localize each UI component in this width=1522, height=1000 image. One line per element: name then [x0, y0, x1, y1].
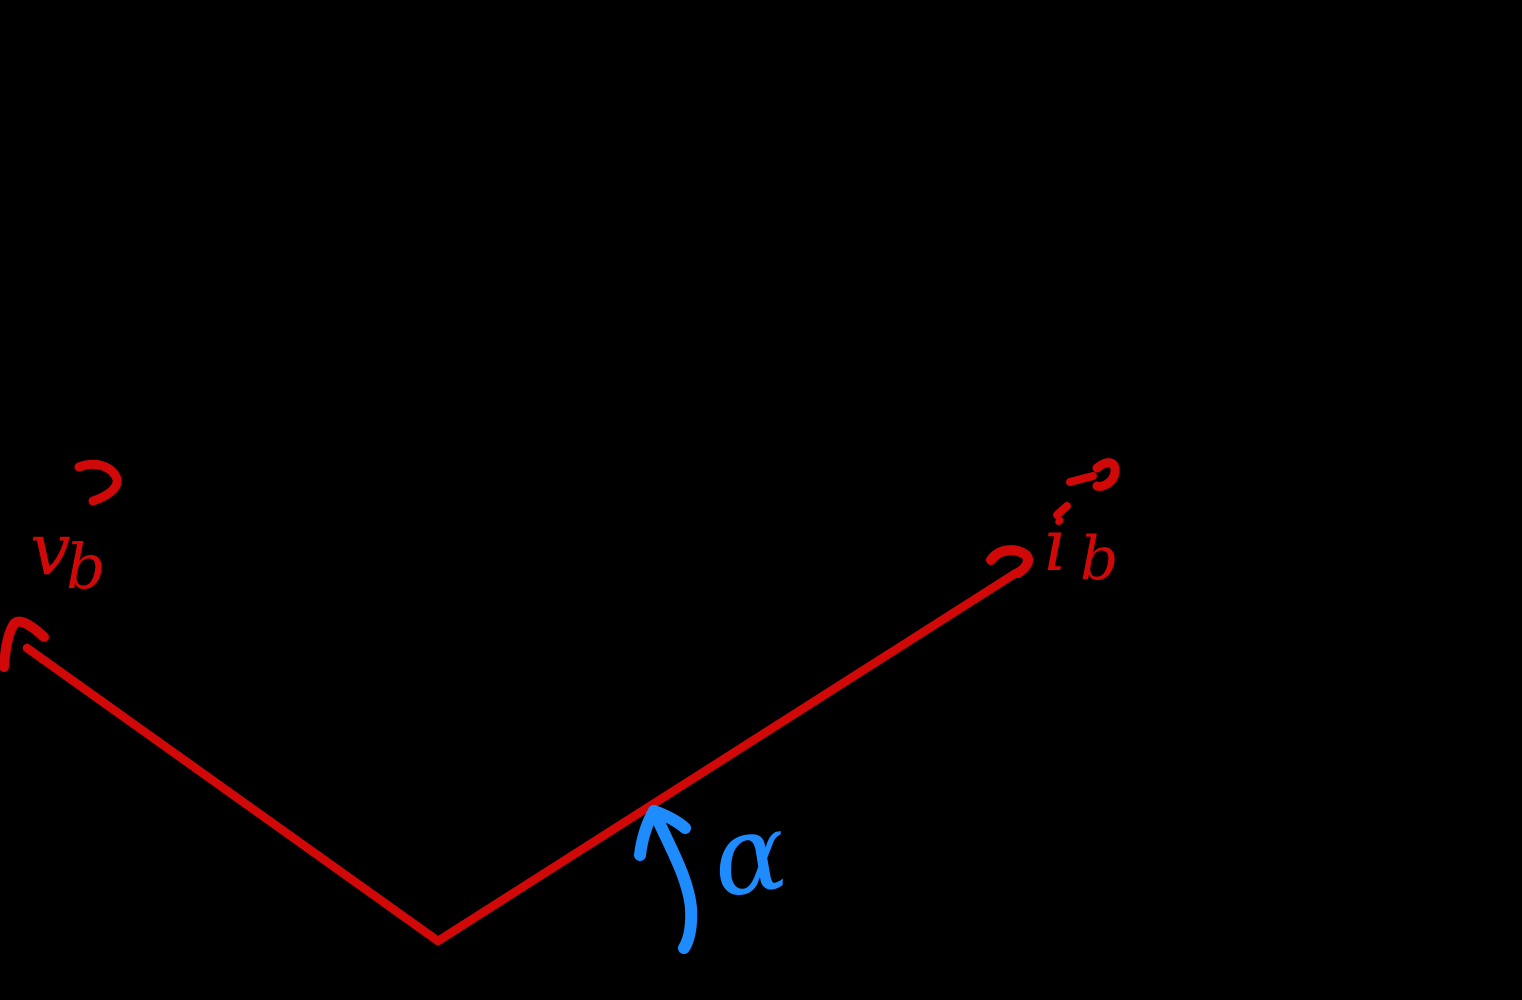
vector-shafts [22, 568, 1021, 946]
ib-overbar-hook [1092, 458, 1120, 491]
angle-arc-arrow [648, 805, 698, 954]
label-vb: v b [30, 459, 122, 603]
label-ib: i b [1044, 458, 1120, 594]
ib-symbol: i [1044, 503, 1067, 587]
vb-subscript: b [66, 530, 106, 603]
angle-marker: α [634, 789, 795, 954]
ib-overbar-dash-1 [1053, 502, 1071, 519]
angle-arrow-barb-left [634, 805, 660, 861]
vb-symbol: v [30, 507, 71, 591]
vb-arrowhead [0, 616, 49, 672]
ib-subscript: b [1080, 524, 1118, 594]
ib-overbar-dash-2 [1066, 472, 1097, 486]
angle-symbol: α [705, 789, 795, 923]
angle-arrow-barb-right [648, 805, 691, 834]
vb-overbar-arrow [74, 459, 122, 506]
ib-arrowhead [986, 545, 1033, 578]
